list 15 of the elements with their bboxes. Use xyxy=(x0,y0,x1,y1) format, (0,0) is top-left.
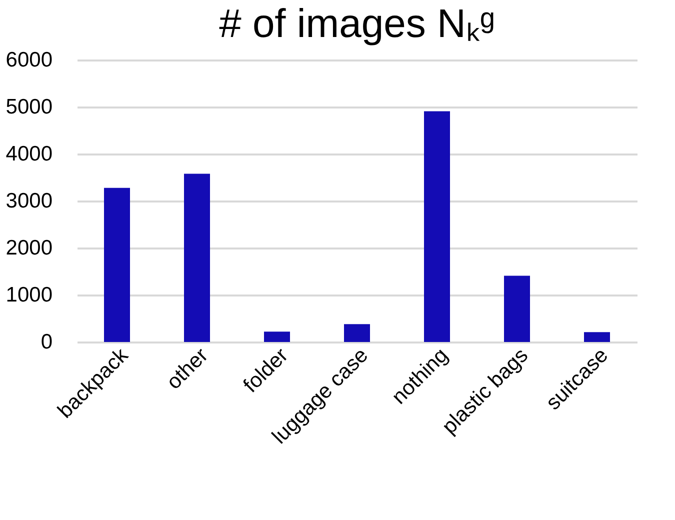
y-tick-label: 2000 xyxy=(6,236,52,260)
y-tick-label: 0 xyxy=(40,330,52,354)
y-tick-label: 3000 xyxy=(6,190,52,212)
bar xyxy=(504,276,530,342)
y-tick-label: 6000 xyxy=(6,48,52,72)
bar xyxy=(184,174,210,342)
bar xyxy=(584,332,610,342)
bar xyxy=(344,324,370,342)
chart-title: # of images Nₖᵍ xyxy=(219,2,495,46)
bar xyxy=(104,188,130,342)
bar xyxy=(264,332,290,342)
y-tick-label: 5000 xyxy=(6,96,52,118)
y-tick-label: 4000 xyxy=(6,142,52,166)
bar xyxy=(424,111,450,342)
y-tick-label: 1000 xyxy=(6,284,52,306)
